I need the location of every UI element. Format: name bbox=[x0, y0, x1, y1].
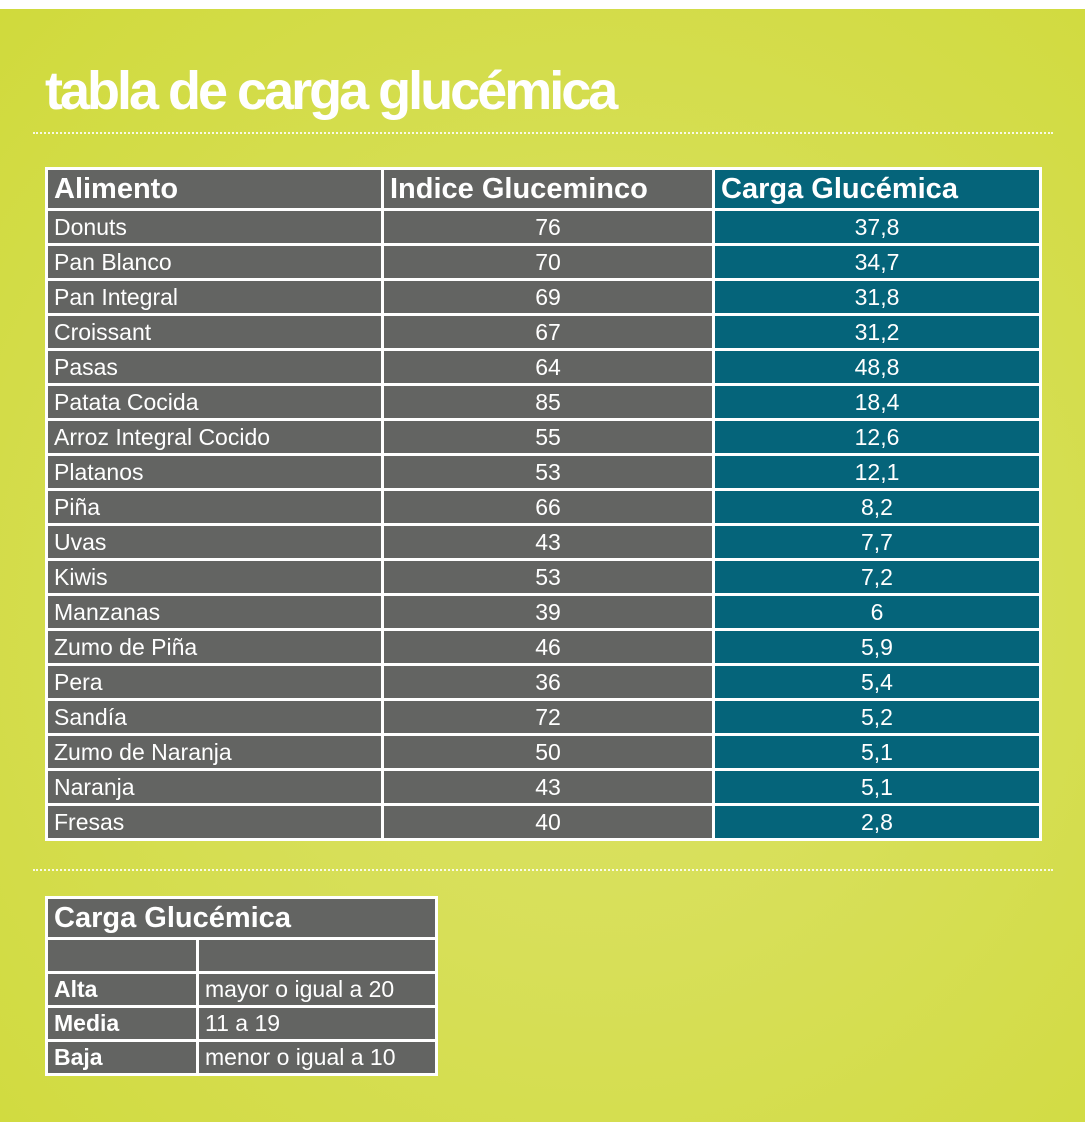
table-row: Uvas 43 7,7 bbox=[48, 526, 1039, 558]
cell-glycemic-index: 36 bbox=[384, 666, 712, 698]
cell-food: Arroz Integral Cocido bbox=[48, 421, 381, 453]
page-title: tabla de carga glucémica bbox=[45, 61, 618, 121]
legend-row: Baja menor o igual a 10 bbox=[48, 1042, 435, 1073]
cell-glycemic-index: 43 bbox=[384, 526, 712, 558]
cell-food: Patata Cocida bbox=[48, 386, 381, 418]
cell-food: Pan Integral bbox=[48, 281, 381, 313]
cell-food: Croissant bbox=[48, 316, 381, 348]
cell-glycemic-load: 7,2 bbox=[715, 561, 1039, 593]
cell-glycemic-load: 18,4 bbox=[715, 386, 1039, 418]
cell-food: Sandía bbox=[48, 701, 381, 733]
legend-table: Carga Glucémica Alta mayor o igual a 20 Me… bbox=[45, 896, 438, 1076]
cell-glycemic-load: 2,8 bbox=[715, 806, 1039, 838]
glycemic-load-table: Alimento Indice Gluceminco Carga Glucémi… bbox=[45, 167, 1042, 841]
header-glycemic-index: Indice Gluceminco bbox=[384, 170, 712, 208]
cell-glycemic-index: 64 bbox=[384, 351, 712, 383]
cell-glycemic-index: 40 bbox=[384, 806, 712, 838]
cell-glycemic-index: 50 bbox=[384, 736, 712, 768]
legend-header-row: Carga Glucémica bbox=[48, 899, 435, 937]
table-row: Zumo de Naranja 50 5,1 bbox=[48, 736, 1039, 768]
cell-glycemic-load: 31,2 bbox=[715, 316, 1039, 348]
cell-food: Manzanas bbox=[48, 596, 381, 628]
cell-glycemic-index: 55 bbox=[384, 421, 712, 453]
cell-glycemic-index: 46 bbox=[384, 631, 712, 663]
legend-range: 11 a 19 bbox=[199, 1008, 435, 1039]
divider-top bbox=[33, 132, 1053, 134]
table-header-row: Alimento Indice Gluceminco Carga Glucémi… bbox=[48, 170, 1039, 208]
cell-glycemic-load: 5,2 bbox=[715, 701, 1039, 733]
header-food: Alimento bbox=[48, 170, 381, 208]
table-row: Donuts 76 37,8 bbox=[48, 211, 1039, 243]
table-row: Piña 66 8,2 bbox=[48, 491, 1039, 523]
table-row: Naranja 43 5,1 bbox=[48, 771, 1039, 803]
cell-glycemic-load: 5,1 bbox=[715, 736, 1039, 768]
cell-food: Fresas bbox=[48, 806, 381, 838]
table-row: Pan Integral 69 31,8 bbox=[48, 281, 1039, 313]
legend-range bbox=[199, 940, 435, 971]
table-row: Pan Blanco 70 34,7 bbox=[48, 246, 1039, 278]
header-glycemic-load: Carga Glucémica bbox=[715, 170, 1039, 208]
cell-glycemic-load: 5,9 bbox=[715, 631, 1039, 663]
cell-food: Uvas bbox=[48, 526, 381, 558]
cell-food: Pera bbox=[48, 666, 381, 698]
cell-food: Piña bbox=[48, 491, 381, 523]
cell-glycemic-index: 53 bbox=[384, 456, 712, 488]
cell-glycemic-index: 66 bbox=[384, 491, 712, 523]
cell-glycemic-load: 12,1 bbox=[715, 456, 1039, 488]
legend-level: Baja bbox=[48, 1042, 196, 1073]
table-row: Manzanas 39 6 bbox=[48, 596, 1039, 628]
cell-glycemic-index: 69 bbox=[384, 281, 712, 313]
cell-glycemic-load: 34,7 bbox=[715, 246, 1039, 278]
cell-glycemic-load: 48,8 bbox=[715, 351, 1039, 383]
cell-glycemic-load: 37,8 bbox=[715, 211, 1039, 243]
cell-food: Pan Blanco bbox=[48, 246, 381, 278]
table-row: Arroz Integral Cocido 55 12,6 bbox=[48, 421, 1039, 453]
table-row: Zumo de Piña 46 5,9 bbox=[48, 631, 1039, 663]
table-row: Platanos 53 12,1 bbox=[48, 456, 1039, 488]
legend-title: Carga Glucémica bbox=[48, 899, 435, 937]
legend-level bbox=[48, 940, 196, 971]
cell-glycemic-load: 5,4 bbox=[715, 666, 1039, 698]
cell-food: Naranja bbox=[48, 771, 381, 803]
legend-level: Alta bbox=[48, 974, 196, 1005]
legend-range: menor o igual a 10 bbox=[199, 1042, 435, 1073]
legend-row bbox=[48, 940, 435, 971]
cell-glycemic-index: 43 bbox=[384, 771, 712, 803]
divider-bottom bbox=[33, 869, 1053, 871]
cell-glycemic-load: 5,1 bbox=[715, 771, 1039, 803]
legend-level: Media bbox=[48, 1008, 196, 1039]
cell-food: Kiwis bbox=[48, 561, 381, 593]
cell-food: Pasas bbox=[48, 351, 381, 383]
cell-glycemic-load: 12,6 bbox=[715, 421, 1039, 453]
table-row: Pera 36 5,4 bbox=[48, 666, 1039, 698]
cell-glycemic-index: 67 bbox=[384, 316, 712, 348]
cell-glycemic-load: 8,2 bbox=[715, 491, 1039, 523]
table-row: Patata Cocida 85 18,4 bbox=[48, 386, 1039, 418]
cell-food: Zumo de Piña bbox=[48, 631, 381, 663]
table-row: Kiwis 53 7,2 bbox=[48, 561, 1039, 593]
cell-glycemic-load: 6 bbox=[715, 596, 1039, 628]
legend-range: mayor o igual a 20 bbox=[199, 974, 435, 1005]
table-row: Croissant 67 31,2 bbox=[48, 316, 1039, 348]
legend-row: Alta mayor o igual a 20 bbox=[48, 974, 435, 1005]
table-row: Pasas 64 48,8 bbox=[48, 351, 1039, 383]
cell-glycemic-index: 53 bbox=[384, 561, 712, 593]
cell-glycemic-load: 7,7 bbox=[715, 526, 1039, 558]
cell-glycemic-index: 76 bbox=[384, 211, 712, 243]
cell-glycemic-index: 39 bbox=[384, 596, 712, 628]
table-row: Sandía 72 5,2 bbox=[48, 701, 1039, 733]
cell-glycemic-index: 85 bbox=[384, 386, 712, 418]
cell-food: Donuts bbox=[48, 211, 381, 243]
cell-food: Zumo de Naranja bbox=[48, 736, 381, 768]
table-row: Fresas 40 2,8 bbox=[48, 806, 1039, 838]
legend-row: Media 11 a 19 bbox=[48, 1008, 435, 1039]
cell-glycemic-index: 72 bbox=[384, 701, 712, 733]
cell-food: Platanos bbox=[48, 456, 381, 488]
cell-glycemic-index: 70 bbox=[384, 246, 712, 278]
cell-glycemic-load: 31,8 bbox=[715, 281, 1039, 313]
